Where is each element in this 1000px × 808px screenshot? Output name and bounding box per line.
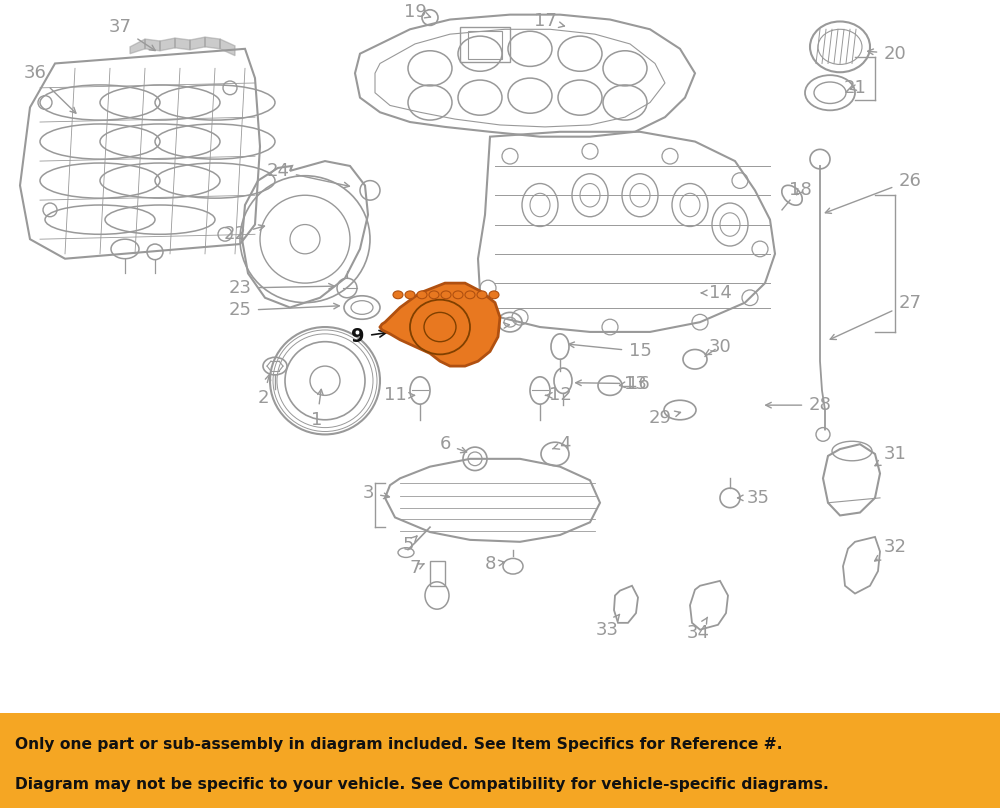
Text: 15: 15 — [569, 342, 651, 360]
Text: 36: 36 — [24, 64, 76, 113]
Text: 11: 11 — [384, 386, 414, 404]
Ellipse shape — [417, 291, 427, 299]
Ellipse shape — [429, 291, 439, 299]
Ellipse shape — [441, 291, 451, 299]
Text: 2: 2 — [257, 375, 271, 407]
Text: 29: 29 — [648, 409, 680, 427]
Bar — [468, 32, 502, 58]
Polygon shape — [220, 39, 235, 56]
Text: 22: 22 — [224, 225, 264, 243]
Text: 30: 30 — [705, 338, 731, 356]
Text: 37: 37 — [108, 19, 155, 51]
Ellipse shape — [465, 291, 475, 299]
Text: 17: 17 — [534, 12, 564, 31]
Text: Only one part or sub-assembly in diagram included. See Item Specifics for Refere: Only one part or sub-assembly in diagram… — [15, 737, 783, 751]
Text: 31: 31 — [875, 445, 906, 465]
Text: 16: 16 — [576, 375, 649, 393]
Polygon shape — [190, 37, 205, 50]
Text: 3: 3 — [362, 484, 389, 502]
Polygon shape — [130, 39, 145, 53]
Text: 25: 25 — [228, 301, 339, 319]
Text: 33: 33 — [596, 614, 620, 638]
Ellipse shape — [453, 291, 463, 299]
Text: 12: 12 — [546, 386, 571, 404]
Text: 26: 26 — [825, 171, 921, 213]
Polygon shape — [175, 38, 190, 50]
Text: 24: 24 — [266, 162, 349, 187]
Text: 14: 14 — [701, 284, 731, 302]
Text: 13: 13 — [620, 375, 646, 393]
Text: 6: 6 — [439, 436, 467, 453]
Text: 5: 5 — [402, 536, 417, 553]
Text: 23: 23 — [228, 279, 334, 297]
Text: 19: 19 — [404, 2, 431, 21]
Polygon shape — [380, 283, 500, 366]
Text: 4: 4 — [553, 436, 571, 453]
Text: 34: 34 — [686, 617, 710, 642]
Text: 18: 18 — [789, 181, 811, 200]
Text: 8: 8 — [484, 555, 504, 573]
Text: 28: 28 — [766, 396, 831, 415]
Ellipse shape — [393, 291, 403, 299]
Text: 21: 21 — [844, 79, 866, 97]
Ellipse shape — [489, 291, 499, 299]
Text: Diagram may not be specific to your vehicle. See Compatibility for vehicle-speci: Diagram may not be specific to your vehi… — [15, 776, 829, 792]
Text: 35: 35 — [738, 489, 770, 507]
Text: 7: 7 — [409, 559, 424, 577]
Polygon shape — [205, 37, 220, 48]
Bar — [460, 27, 510, 61]
Text: 9: 9 — [351, 327, 386, 347]
Polygon shape — [160, 38, 175, 51]
Polygon shape — [145, 39, 160, 51]
Text: 32: 32 — [875, 537, 906, 561]
Ellipse shape — [405, 291, 415, 299]
Text: 27: 27 — [830, 293, 922, 339]
Text: 1: 1 — [311, 389, 323, 429]
Text: 20: 20 — [868, 44, 906, 63]
Text: 10: 10 — [479, 318, 509, 336]
Ellipse shape — [477, 291, 487, 299]
